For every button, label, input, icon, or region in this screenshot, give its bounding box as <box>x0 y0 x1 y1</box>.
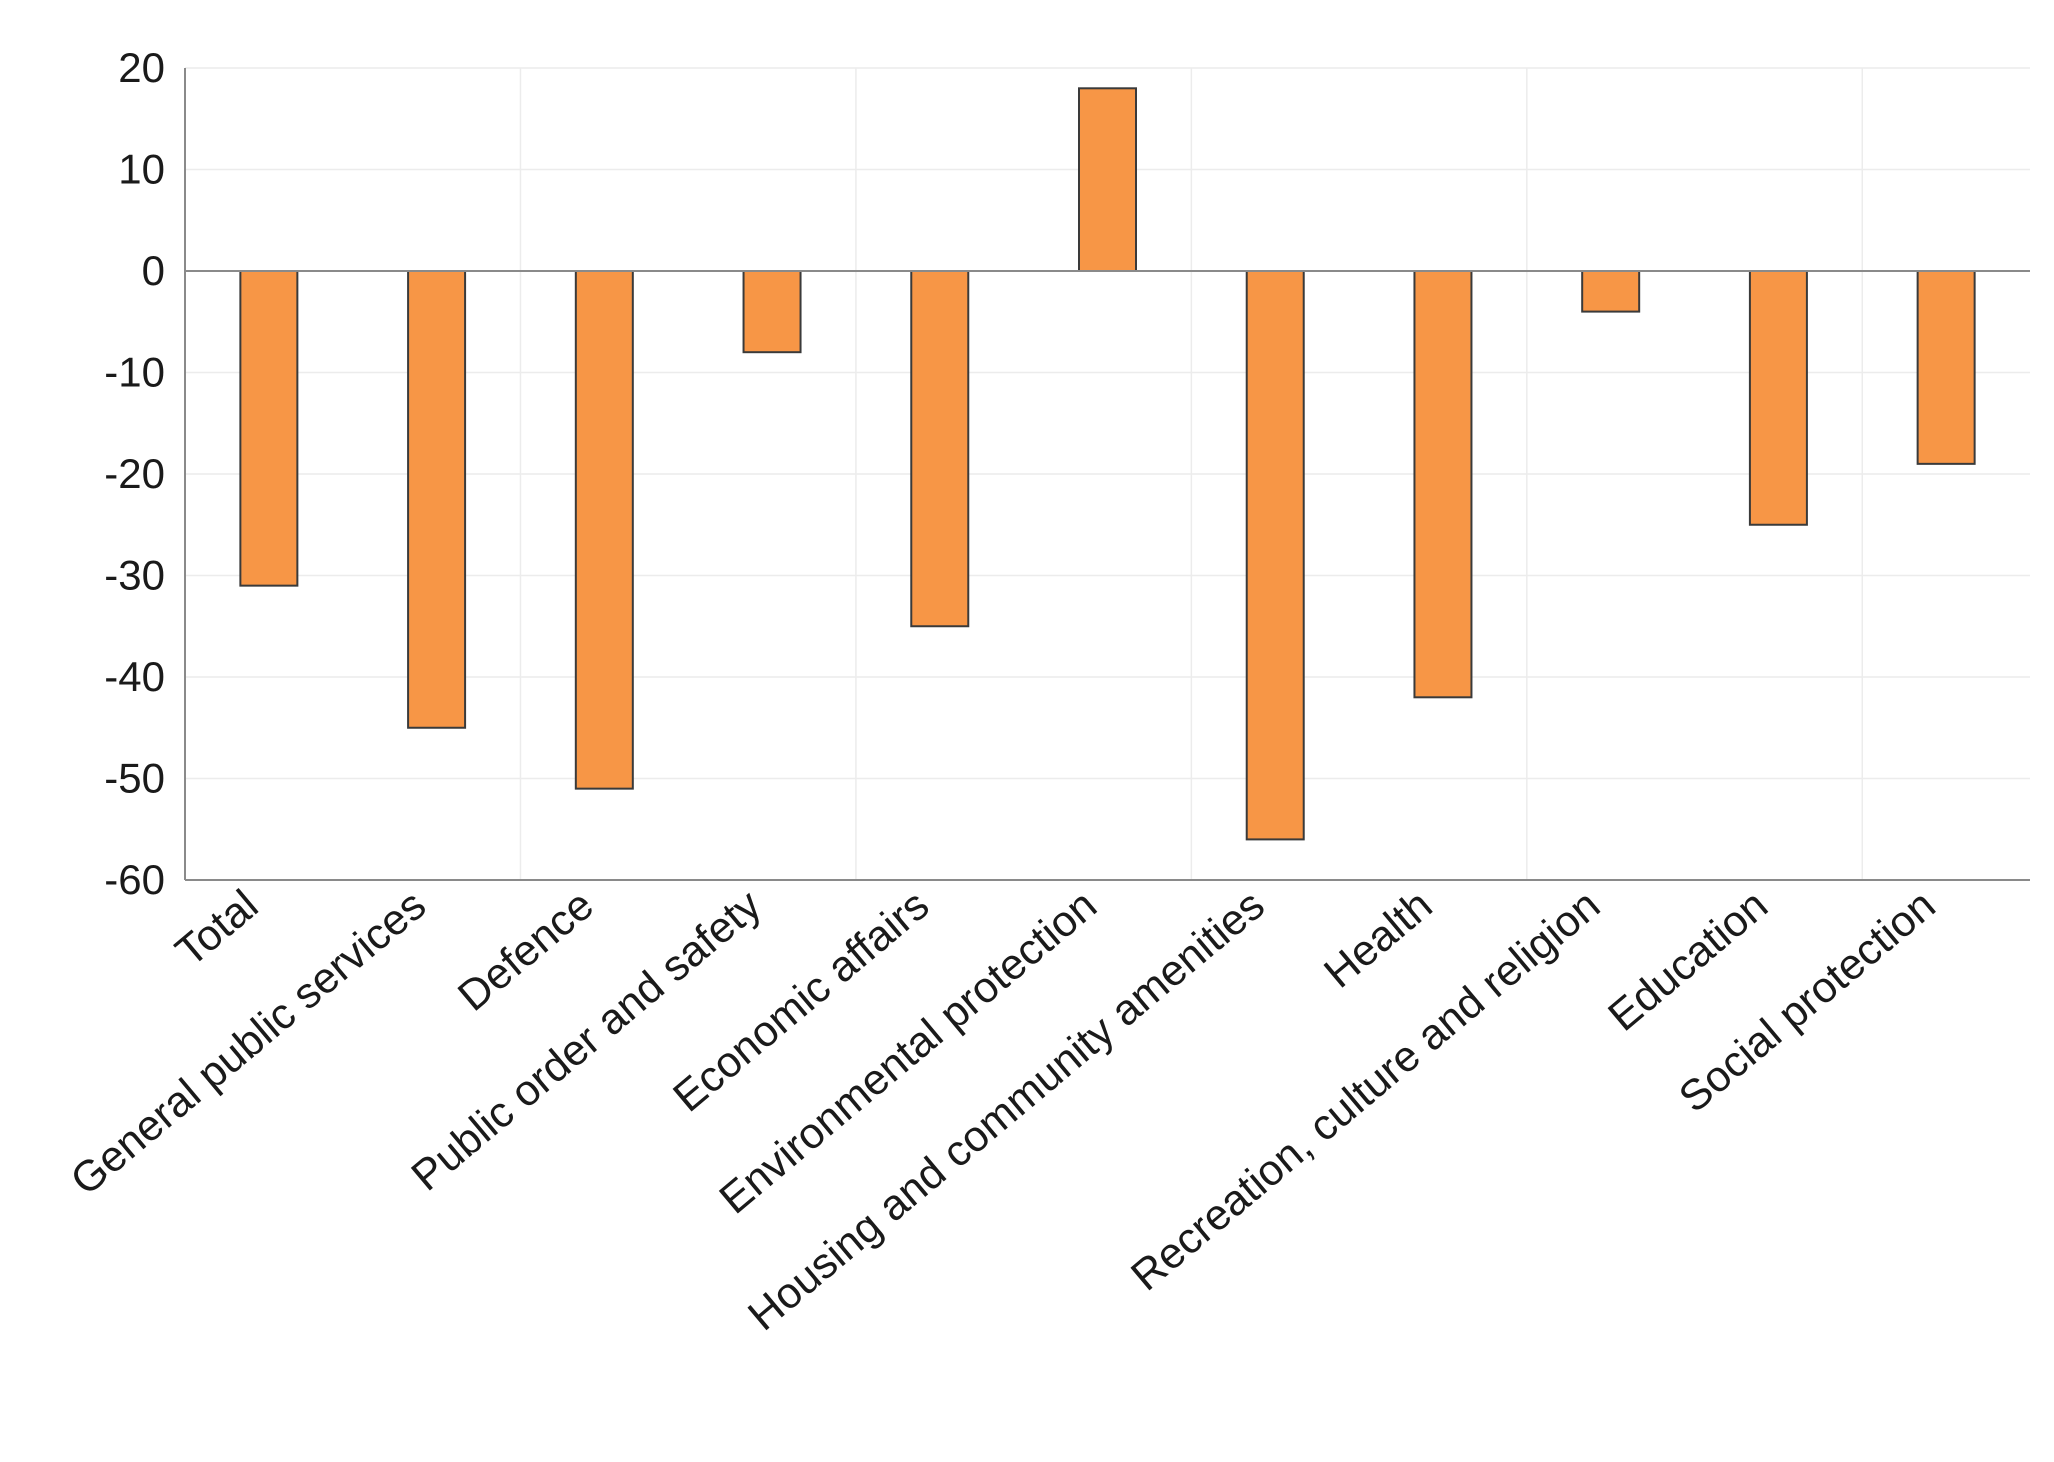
bar-environmental-protection <box>1078 87 1137 272</box>
bar-defence <box>574 270 634 790</box>
y-tick-label: -20 <box>104 450 165 497</box>
y-tick-label: -60 <box>104 856 165 903</box>
y-tick-label: -40 <box>104 653 165 700</box>
bar-recreation-culture-and-religion <box>1581 270 1641 313</box>
bar-economic-affairs <box>910 270 970 628</box>
bar-public-order-and-safety <box>742 270 802 354</box>
y-tick-label: 0 <box>142 247 165 294</box>
bar-education <box>1748 270 1808 526</box>
bar-health <box>1413 270 1473 699</box>
category-label: Health <box>1315 881 1441 998</box>
category-label: Total <box>167 881 267 976</box>
gridlines <box>185 67 2030 880</box>
y-tick-label: -30 <box>104 552 165 599</box>
y-tick-label: -10 <box>104 349 165 396</box>
y-tick-label: 20 <box>118 44 165 91</box>
bar-total <box>239 270 299 587</box>
bar-general-public-services <box>407 270 467 729</box>
bars <box>239 87 1976 841</box>
bar-social-protection <box>1916 270 1976 465</box>
y-tick-label: -50 <box>104 755 165 802</box>
y-tick-label: 10 <box>118 146 165 193</box>
category-label: Defence <box>449 881 603 1021</box>
y-axis-ticks: 20 10 0 -10 -20 -30 -40 -50 -60 <box>104 44 165 903</box>
bar-housing-and-community-amenities <box>1245 270 1305 841</box>
axes <box>184 68 2030 881</box>
category-label: Education <box>1599 881 1776 1041</box>
